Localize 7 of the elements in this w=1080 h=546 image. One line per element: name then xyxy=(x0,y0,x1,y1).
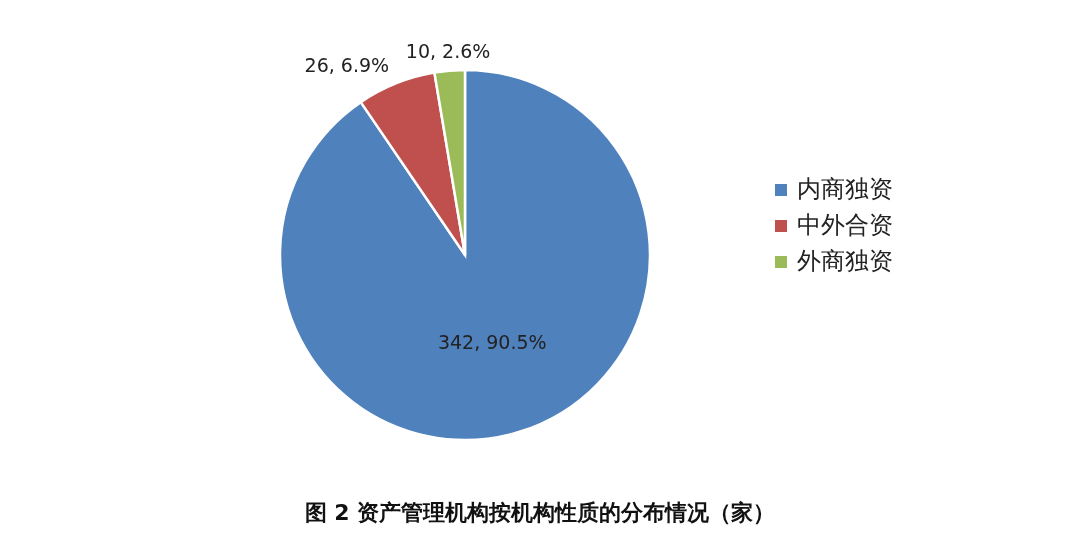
data-label: 10, 2.6% xyxy=(405,39,491,62)
legend-label: 中外合资 xyxy=(797,211,893,239)
legend-label: 外商独资 xyxy=(797,247,893,275)
data-label: 26, 6.9% xyxy=(304,53,390,76)
legend-label: 内商独资 xyxy=(797,175,893,203)
text: 图 2 资产管理机构按机构性质的分布情况（家） xyxy=(304,500,776,525)
data-label: 342, 90.5% xyxy=(437,330,547,353)
